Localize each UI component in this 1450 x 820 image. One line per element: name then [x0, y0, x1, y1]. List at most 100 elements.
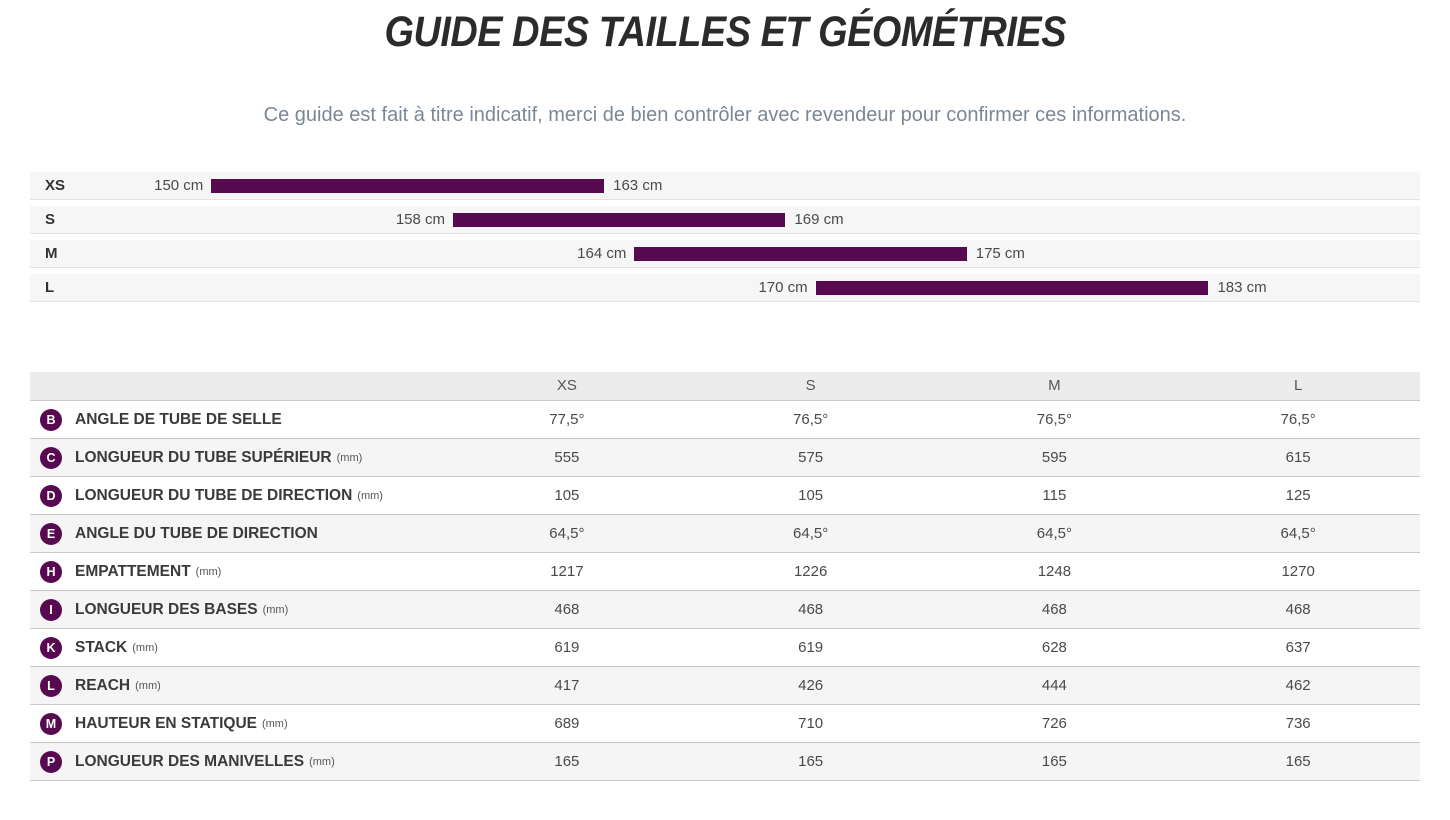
geometry-table: XS S M L B ANGLE DE TUBE DE SELLE 77,5° 76,5° 76…: [30, 372, 1420, 781]
value-xs: 105: [554, 487, 580, 504]
value-s: 619: [798, 639, 824, 656]
value-s: 165: [798, 753, 824, 770]
height-range-chart: XS 150 cm 163 cm S 158 cm 169 cm M 164 cm 175 cm…: [30, 172, 1420, 308]
dimension-badge: E: [40, 522, 62, 545]
table-header-row: XS S M L: [30, 372, 1420, 400]
value-m: 726: [1041, 715, 1067, 732]
value-xs: 64,5°: [549, 525, 585, 542]
dimension-cell: P LONGUEUR DES MANIVELLES (mm): [30, 750, 445, 773]
dimension-label: HAUTEUR EN STATIQUE: [75, 714, 257, 732]
dimension-badge: B: [40, 408, 62, 431]
value-l: 462: [1285, 677, 1311, 694]
max-height-label: 163 cm: [613, 177, 663, 194]
dimension-label: LONGUEUR DU TUBE DE DIRECTION: [75, 486, 353, 504]
value-s: 575: [798, 449, 824, 466]
dimension-cell: L REACH (mm): [30, 674, 445, 697]
column-header-s: S: [805, 377, 816, 394]
dimension-cell: K STACK (mm): [30, 636, 445, 659]
min-height-label: 158 cm: [395, 211, 446, 228]
dimension-badge: P: [40, 750, 62, 773]
value-l: 76,5°: [1280, 411, 1316, 428]
max-height-label: 183 cm: [1217, 279, 1267, 296]
table-row-l: L REACH (mm) 417 426 444 462: [30, 666, 1420, 704]
min-height-label: 150 cm: [154, 177, 204, 194]
dimension-cell: D LONGUEUR DU TUBE DE DIRECTION (mm): [30, 484, 445, 507]
dimension-unit: (mm): [132, 641, 158, 654]
size-label: XS: [45, 177, 66, 194]
value-m: 64,5°: [1036, 525, 1072, 542]
table-row-d: D LONGUEUR DU TUBE DE DIRECTION (mm) 105 105…: [30, 476, 1420, 514]
dimension-label: REACH: [75, 676, 131, 694]
value-s: 105: [798, 487, 824, 504]
dimension-label: LONGUEUR DU TUBE SUPÉRIEUR: [75, 448, 332, 466]
page-title: GUIDE DES TAILLES ET GÉOMÉTRIES: [0, 8, 1450, 57]
size-label: S: [45, 211, 56, 228]
table-row-h: H EMPATTEMENT (mm) 1217 1226 1248 1270: [30, 552, 1420, 590]
dimension-unit: (mm): [195, 565, 222, 578]
value-xs: 77,5°: [549, 411, 585, 428]
dimension-cell: C LONGUEUR DU TUBE SUPÉRIEUR (mm): [30, 446, 445, 469]
dimension-badge: M: [40, 712, 62, 735]
value-l: 64,5°: [1280, 525, 1316, 542]
dimension-label: LONGUEUR DES MANIVELLES: [75, 752, 305, 770]
max-height-label: 169 cm: [794, 211, 844, 228]
dimension-label: ANGLE DU TUBE DE DIRECTION: [75, 524, 318, 542]
max-height-label: 175 cm: [975, 245, 1025, 262]
height-range-bar: [815, 281, 1209, 295]
dimension-cell: H EMPATTEMENT (mm): [30, 560, 445, 583]
value-s: 710: [798, 715, 824, 732]
column-header-l: L: [1293, 377, 1303, 394]
dimension-badge: C: [40, 446, 62, 469]
dimension-badge: K: [40, 636, 62, 659]
table-row-e: E ANGLE DU TUBE DE DIRECTION 64,5° 64,5° 64,…: [30, 514, 1420, 552]
table-row-k: K STACK (mm) 619 619 628 637: [30, 628, 1420, 666]
value-l: 736: [1285, 715, 1311, 732]
dimension-unit: (mm): [309, 755, 335, 768]
height-range-bar: [211, 179, 605, 193]
dimension-unit: (mm): [135, 679, 161, 692]
dimension-cell: M HAUTEUR EN STATIQUE (mm): [30, 712, 445, 735]
value-m: 115: [1042, 487, 1067, 504]
page-title-text: GUIDE DES TAILLES ET GÉOMÉTRIES: [384, 8, 1066, 56]
dimension-label: STACK: [75, 638, 128, 656]
value-xs: 689: [554, 715, 580, 732]
value-xs: 1217: [550, 563, 584, 580]
min-height-label: 170 cm: [758, 279, 808, 296]
size-row-m: M 164 cm 175 cm: [30, 240, 1420, 268]
dimension-label: LONGUEUR DES BASES: [75, 600, 258, 618]
value-m: 628: [1041, 639, 1067, 656]
dimension-unit: (mm): [357, 489, 383, 502]
value-l: 468: [1285, 601, 1311, 618]
table-row-b: B ANGLE DE TUBE DE SELLE 77,5° 76,5° 76,5° 76…: [30, 400, 1420, 438]
dimension-unit: (mm): [336, 451, 363, 464]
height-range-bar: [453, 213, 786, 227]
table-row-p: P LONGUEUR DES MANIVELLES (mm) 165 165 165 165: [30, 742, 1420, 780]
value-l: 637: [1285, 639, 1311, 656]
value-l: 125: [1285, 487, 1311, 504]
value-s: 76,5°: [793, 411, 829, 428]
dimension-badge: I: [40, 598, 62, 621]
table-row-m: M HAUTEUR EN STATIQUE (mm) 689 710 726 736: [30, 704, 1420, 742]
value-m: 76,5°: [1036, 411, 1072, 428]
dimension-unit: (mm): [261, 717, 288, 730]
value-s: 468: [798, 601, 824, 618]
dimension-badge: L: [40, 674, 62, 697]
value-m: 468: [1041, 601, 1067, 618]
table-row-c: C LONGUEUR DU TUBE SUPÉRIEUR (mm) 555 575 595…: [30, 438, 1420, 476]
value-m: 165: [1041, 753, 1067, 770]
size-row-l: L 170 cm 183 cm: [30, 274, 1420, 302]
height-range-bar: [634, 247, 967, 261]
dimension-cell: I LONGUEUR DES BASES (mm): [30, 598, 445, 621]
dimension-cell: E ANGLE DU TUBE DE DIRECTION: [30, 522, 445, 545]
value-xs: 619: [554, 639, 580, 656]
dimension-badge: H: [40, 560, 62, 583]
page-subtitle: Ce guide est fait à titre indicatif, mer…: [263, 104, 1187, 126]
value-m: 444: [1041, 677, 1067, 694]
size-row-s: S 158 cm 169 cm: [30, 206, 1420, 234]
size-label: L: [45, 279, 55, 296]
value-xs: 468: [554, 601, 580, 618]
value-l: 615: [1285, 449, 1311, 466]
size-label: M: [45, 245, 58, 262]
header-label-spacer: [30, 372, 445, 400]
